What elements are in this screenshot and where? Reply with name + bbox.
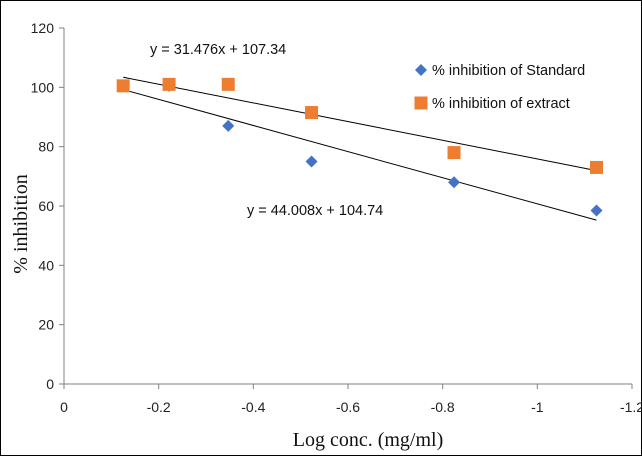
y-tick-label: 20 [38,317,54,333]
trendline-equation-extract: y = 31.476x + 107.34 [150,42,286,58]
y-tick-label: 120 [31,20,55,36]
y-tick-label: 80 [38,139,54,155]
standard-point [305,155,318,168]
y-tick-label: 0 [46,376,54,392]
extract-point [221,77,235,91]
trendline-extract [123,76,597,172]
extract-point [305,106,319,120]
axes: 0 20 40 60 80 100 120 0 -0.2 -0.4 -0.6 -0.8 -1 -1.2 Lo… [10,20,642,451]
x-tick-label: -0.4 [241,399,265,415]
x-tick-label: -1.2 [620,399,642,415]
extract-point [447,146,461,160]
y-axis-title: % inhibition [10,174,32,273]
legend-label-extract: % inhibition of extract [432,96,570,112]
x-tick-label: -0.2 [147,399,171,415]
trendline-equation-standard: y = 44.008x + 104.74 [247,203,383,219]
standard-point [448,176,461,189]
extract-point [116,79,130,93]
legend-marker-standard [415,64,427,76]
chart-labels: y = 31.476x + 107.34 y = 44.008x + 104.74 [150,42,383,219]
legend: % inhibition of Standard % inhibition of … [414,63,585,112]
standard-point [222,119,235,132]
trendlines [123,76,597,221]
trendline-standard [123,89,597,221]
standard-point [590,204,603,217]
y-tick-label: 100 [31,79,55,95]
x-tick-label: 0 [60,399,68,415]
extract-point [162,77,176,91]
data-points [116,77,603,217]
y-tick-label: 60 [38,198,54,214]
x-tick-label: -1 [531,399,544,415]
legend-marker-extract [414,96,428,110]
y-tick-label: 40 [38,257,54,273]
extract-point [590,160,603,174]
x-tick-label: -0.6 [336,399,360,415]
x-tick-label: -0.8 [431,399,455,415]
legend-label-standard: % inhibition of Standard [432,63,585,79]
x-axis-title: Log conc. (mg/ml) [293,429,444,451]
